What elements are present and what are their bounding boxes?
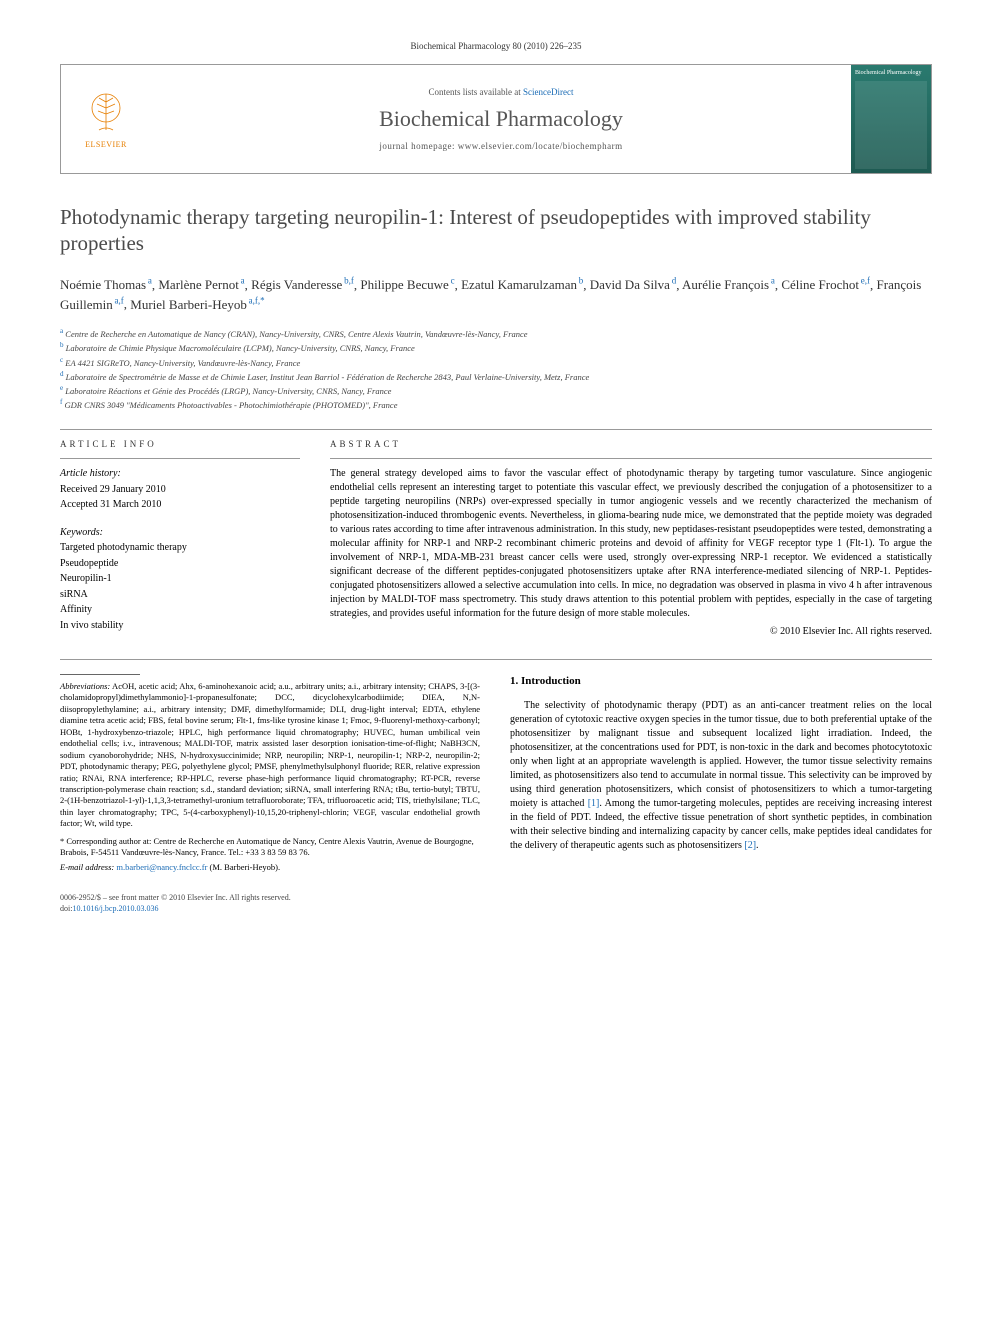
sciencedirect-link[interactable]: ScienceDirect xyxy=(523,87,573,97)
front-matter-line: 0006-2952/$ – see front matter © 2010 El… xyxy=(60,893,932,904)
author: Régis Vanderesse b,f xyxy=(251,277,354,292)
keyword: In vivo stability xyxy=(60,619,300,633)
abbrev-text: AcOH, acetic acid; Ahx, 6-aminohexanoic … xyxy=(60,681,480,829)
abbreviations-block: Abbreviations: AcOH, acetic acid; Ahx, 6… xyxy=(60,681,480,830)
abstract-text: The general strategy developed aims to f… xyxy=(330,467,932,621)
abstract-copyright: © 2010 Elsevier Inc. All rights reserved… xyxy=(330,625,932,639)
ref-link[interactable]: [1] xyxy=(588,798,600,809)
contents-text: Contents lists available at xyxy=(429,87,523,97)
abstract-heading: ABSTRACT xyxy=(330,438,932,450)
email-label: E-mail address: xyxy=(60,862,116,872)
keyword: siRNA xyxy=(60,588,300,602)
affiliation-list: a Centre de Recherche en Automatique de … xyxy=(60,326,932,411)
author: Aurélie François a xyxy=(682,277,775,292)
keyword: Neuropilin-1 xyxy=(60,572,300,586)
left-lower-column: Abbreviations: AcOH, acetic acid; Ahx, 6… xyxy=(60,674,480,874)
ref-link[interactable]: [2] xyxy=(744,840,756,851)
email-suffix: (M. Barberi-Heyob). xyxy=(207,862,280,872)
lower-rule xyxy=(60,659,932,660)
email-line: E-mail address: m.barberi@nancy.fnclcc.f… xyxy=(60,862,480,873)
footer: 0006-2952/$ – see front matter © 2010 El… xyxy=(60,893,932,915)
affiliation: d Laboratoire de Spectrométrie de Masse … xyxy=(60,369,932,383)
article-info-heading: ARTICLE INFO xyxy=(60,438,300,450)
doi-label: doi: xyxy=(60,904,72,913)
right-lower-column: 1. Introduction The selectivity of photo… xyxy=(510,674,932,874)
abstract-column: ABSTRACT The general strategy developed … xyxy=(330,438,932,639)
running-head: Biochemical Pharmacology 80 (2010) 226–2… xyxy=(60,40,932,52)
journal-center: Contents lists available at ScienceDirec… xyxy=(151,65,851,173)
keyword: Targeted photodynamic therapy xyxy=(60,541,300,555)
article-info-column: ARTICLE INFO Article history: Received 2… xyxy=(60,438,300,639)
journal-homepage: journal homepage: www.elsevier.com/locat… xyxy=(379,140,622,152)
elsevier-label: ELSEVIER xyxy=(85,140,127,151)
article-title: Photodynamic therapy targeting neuropili… xyxy=(60,204,932,257)
abbrev-label: Abbreviations: xyxy=(60,681,110,691)
doi-link[interactable]: 10.1016/j.bcp.2010.03.036 xyxy=(72,904,158,913)
affiliation: b Laboratoire de Chimie Physique Macromo… xyxy=(60,340,932,354)
section-rule xyxy=(60,429,932,430)
keyword: Affinity xyxy=(60,603,300,617)
author: Ezatul Kamarulzaman b xyxy=(461,277,583,292)
elsevier-tree-icon xyxy=(81,88,131,138)
affiliation: f GDR CNRS 3049 "Médicaments Photoactiva… xyxy=(60,397,932,411)
keywords-label: Keywords: xyxy=(60,526,300,540)
author: Céline Frochot e,f xyxy=(781,277,870,292)
affiliation: a Centre de Recherche en Automatique de … xyxy=(60,326,932,340)
affiliation: e Laboratoire Réactions et Génie des Pro… xyxy=(60,383,932,397)
received-date: Received 29 January 2010 xyxy=(60,483,300,497)
contents-available: Contents lists available at ScienceDirec… xyxy=(429,86,574,98)
accepted-date: Accepted 31 March 2010 xyxy=(60,498,300,512)
intro-heading: 1. Introduction xyxy=(510,674,932,689)
author: Marlène Pernot a xyxy=(158,277,244,292)
elsevier-logo: ELSEVIER xyxy=(61,65,151,173)
journal-name: Biochemical Pharmacology xyxy=(379,104,623,134)
keyword: Pseudopeptide xyxy=(60,557,300,571)
intro-paragraph: The selectivity of photodynamic therapy … xyxy=(510,699,932,853)
cover-title: Biochemical Pharmacology xyxy=(855,69,927,77)
history-label: Article history: xyxy=(60,467,300,481)
corresponding-author: * Corresponding author at: Centre de Rec… xyxy=(60,836,480,859)
author: David Da Silva d xyxy=(590,277,676,292)
affiliation: c EA 4421 SIGReTO, Nancy-University, Van… xyxy=(60,355,932,369)
author: Noémie Thomas a xyxy=(60,277,152,292)
author: Philippe Becuwe c xyxy=(360,277,454,292)
author-list: Noémie Thomas a, Marlène Pernot a, Régis… xyxy=(60,275,932,315)
email-link[interactable]: m.barberi@nancy.fnclcc.fr xyxy=(116,862,207,872)
journal-banner: ELSEVIER Contents lists available at Sci… xyxy=(60,64,932,174)
journal-cover-thumb: Biochemical Pharmacology xyxy=(851,65,931,173)
author: Muriel Barberi-Heyob a,f,* xyxy=(130,297,264,312)
